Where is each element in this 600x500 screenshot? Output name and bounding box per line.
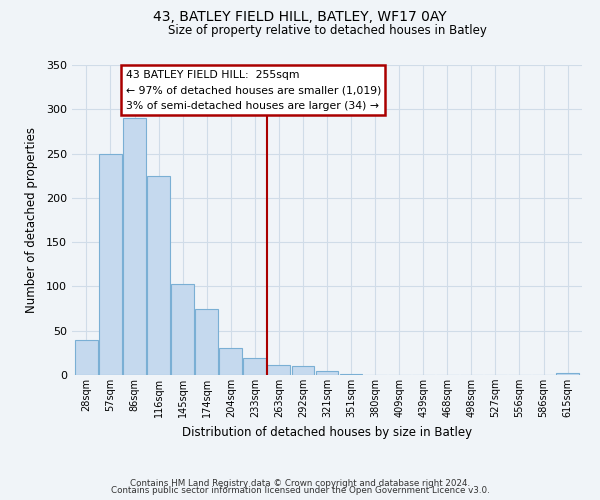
Bar	[316, 372, 338, 375]
Bar	[123, 118, 146, 375]
Bar	[75, 340, 98, 375]
Text: 43 BATLEY FIELD HILL:  255sqm
← 97% of detached houses are smaller (1,019)
3% of: 43 BATLEY FIELD HILL: 255sqm ← 97% of de…	[125, 70, 381, 111]
Text: Contains public sector information licensed under the Open Government Licence v3: Contains public sector information licen…	[110, 486, 490, 495]
Text: Contains HM Land Registry data © Crown copyright and database right 2024.: Contains HM Land Registry data © Crown c…	[130, 478, 470, 488]
Bar	[147, 176, 170, 375]
Bar	[244, 358, 266, 375]
Bar	[292, 366, 314, 375]
Bar	[220, 348, 242, 375]
Y-axis label: Number of detached properties: Number of detached properties	[25, 127, 38, 313]
Bar	[268, 366, 290, 375]
Bar	[195, 308, 218, 375]
Text: 43, BATLEY FIELD HILL, BATLEY, WF17 0AY: 43, BATLEY FIELD HILL, BATLEY, WF17 0AY	[153, 10, 447, 24]
Bar	[99, 154, 122, 375]
Bar	[556, 373, 579, 375]
Bar	[171, 284, 194, 375]
Bar	[340, 374, 362, 375]
Title: Size of property relative to detached houses in Batley: Size of property relative to detached ho…	[167, 24, 487, 38]
X-axis label: Distribution of detached houses by size in Batley: Distribution of detached houses by size …	[182, 426, 472, 438]
